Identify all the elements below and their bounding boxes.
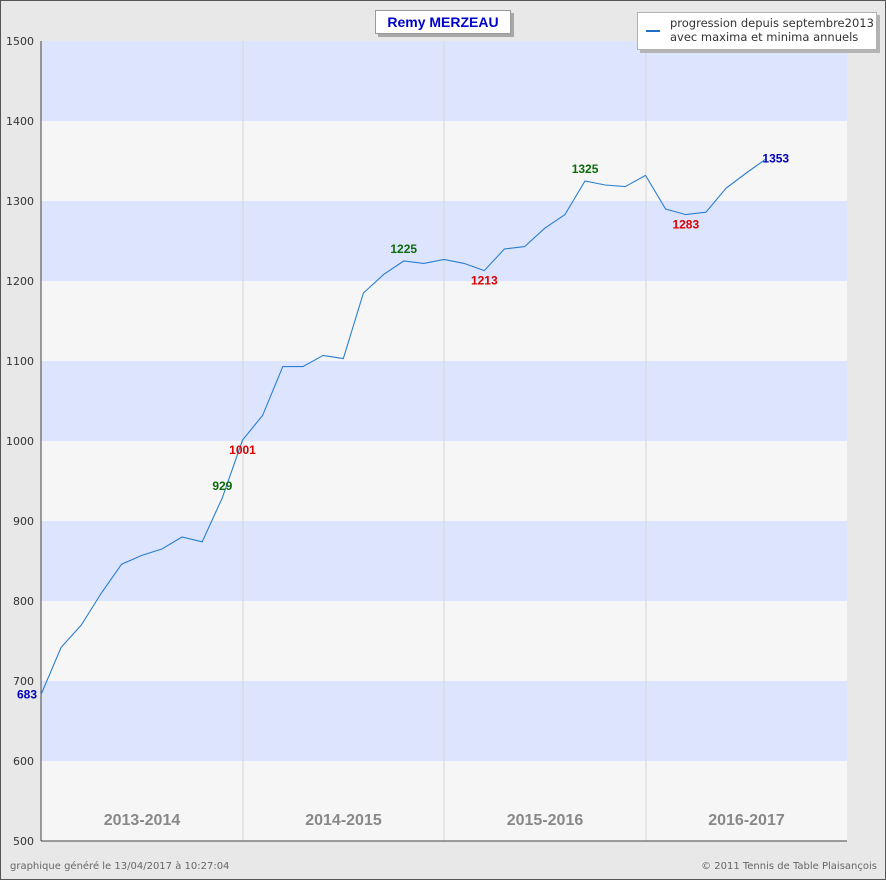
data-label-max: 929	[212, 479, 232, 493]
data-label-max: 1325	[572, 162, 599, 176]
legend-line-1: progression depuis septembre2013	[670, 16, 874, 30]
y-tick-label: 1200	[6, 275, 34, 288]
season-label: 2013-2014	[104, 812, 181, 829]
legend-line-swatch	[646, 30, 660, 32]
data-label-endpoint: 1353	[762, 152, 789, 166]
series-line	[40, 158, 767, 695]
data-label-min: 1213	[471, 274, 498, 288]
data-label-min: 1001	[229, 443, 256, 457]
y-tick-label: 1000	[6, 435, 34, 448]
legend-line-2: avec maxima et minima annuels	[670, 30, 859, 44]
season-label: 2015-2016	[507, 812, 584, 829]
legend-label: progression depuis septembre2013 avec ma…	[670, 16, 874, 44]
y-tick-label: 900	[13, 515, 34, 528]
data-label-min: 1283	[672, 218, 699, 232]
y-tick-label: 700	[13, 675, 34, 688]
y-tick-label: 600	[13, 755, 34, 768]
generated-timestamp: graphique généré le 13/04/2017 à 10:27:0…	[10, 861, 230, 872]
y-tick-label: 1300	[6, 195, 34, 208]
chart-title: Remy MERZEAU	[375, 10, 511, 34]
y-tick-label: 1500	[6, 35, 34, 48]
data-label-endpoint: 683	[17, 688, 37, 702]
season-label: 2016-2017	[708, 812, 785, 829]
y-tick-label: 1100	[6, 355, 34, 368]
data-label-max: 1225	[390, 242, 417, 256]
y-tick-label: 1400	[6, 115, 34, 128]
y-tick-label: 500	[13, 835, 34, 848]
copyright-note: © 2011 Tennis de Table Plaisançois	[701, 861, 877, 872]
season-label: 2014-2015	[305, 812, 382, 829]
legend: progression depuis septembre2013 avec ma…	[637, 12, 877, 50]
y-tick-label: 800	[13, 595, 34, 608]
